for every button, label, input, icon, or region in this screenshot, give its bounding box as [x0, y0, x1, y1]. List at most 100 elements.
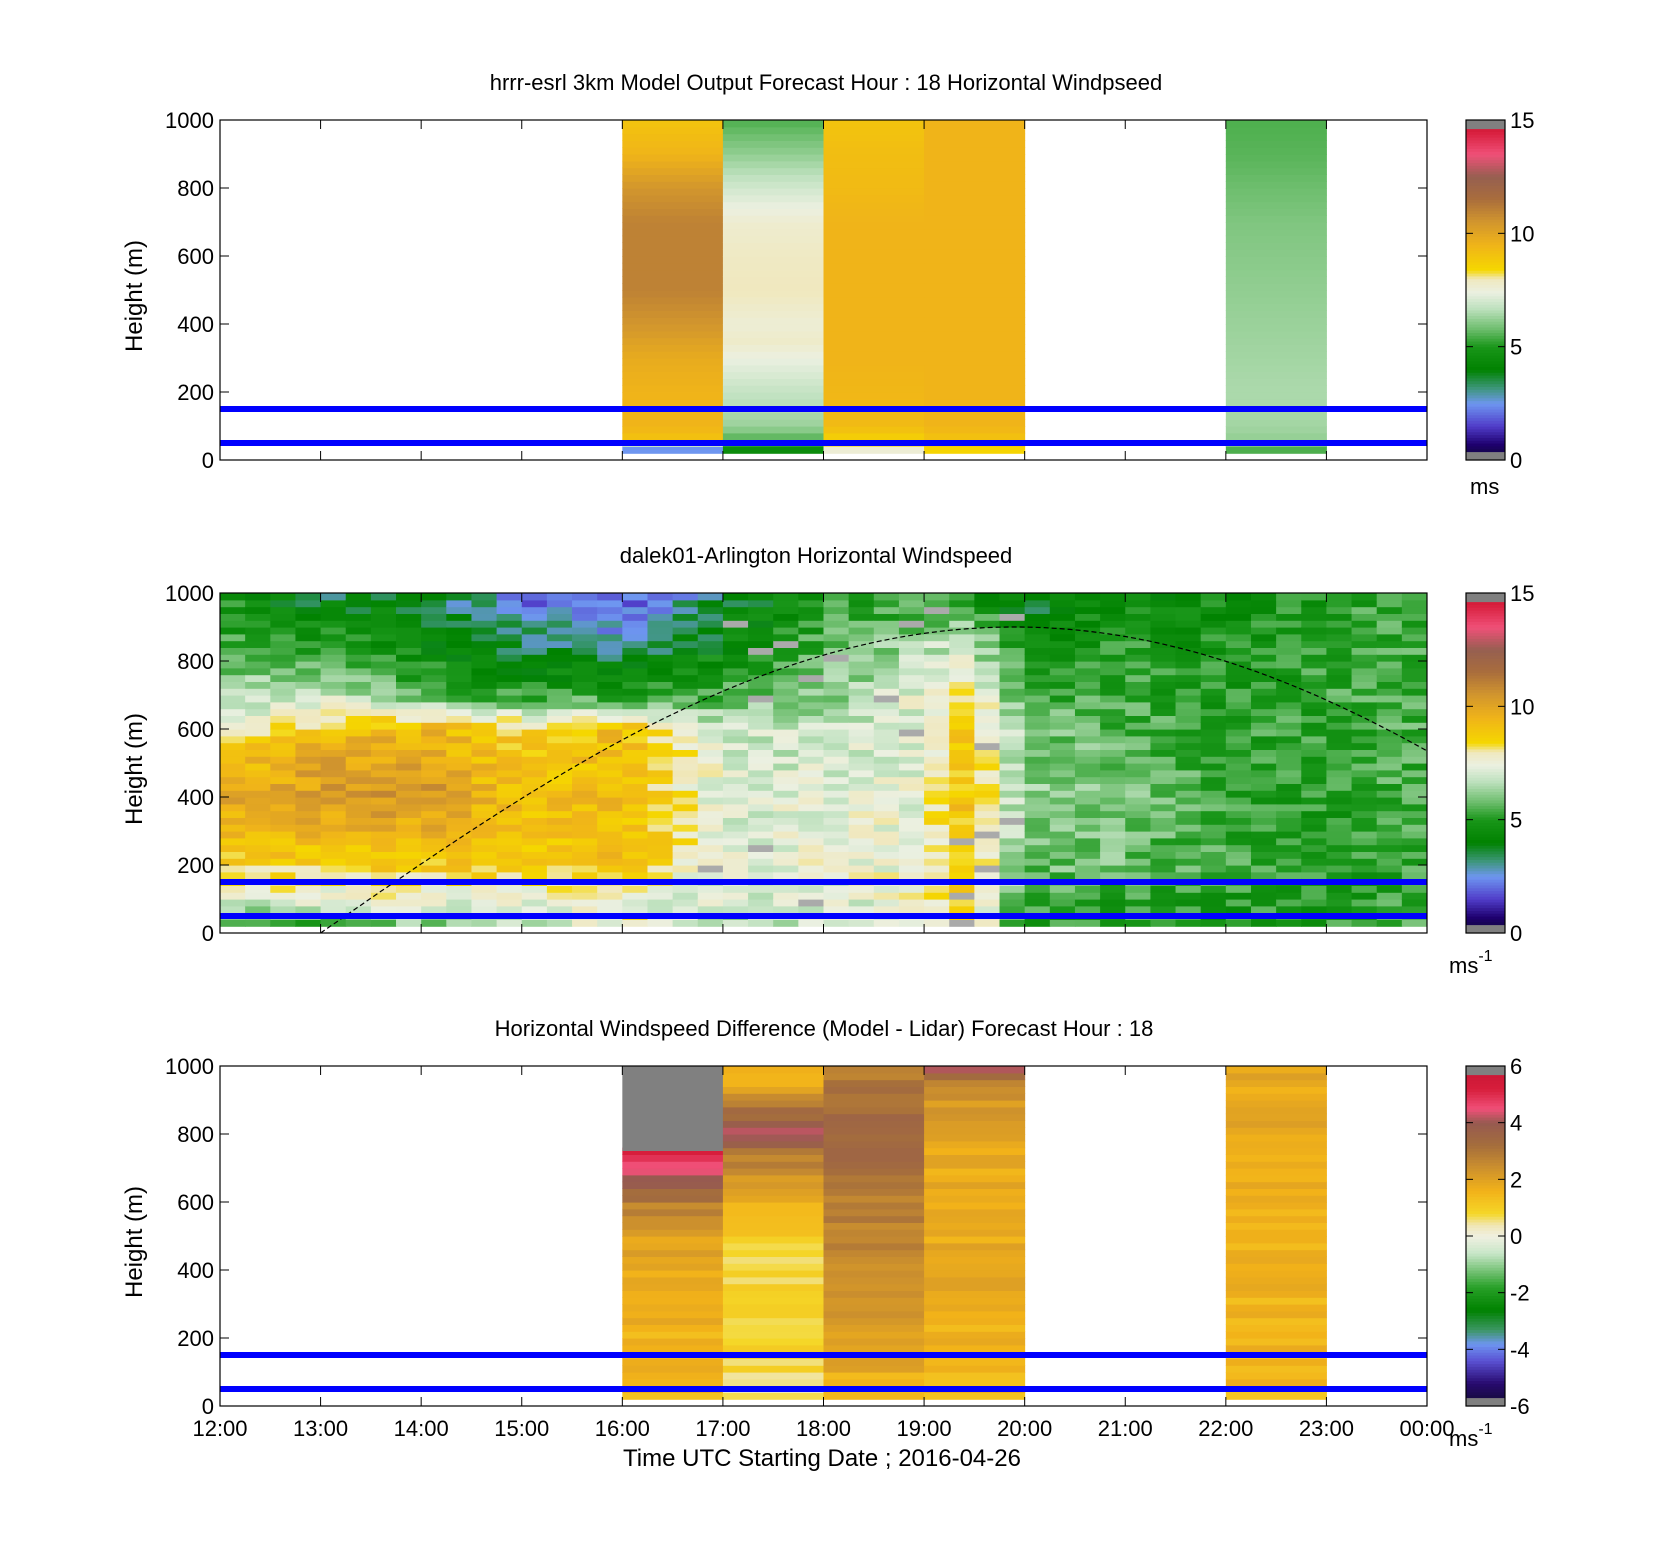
- lidar-cell: [672, 722, 699, 730]
- lidar-cell: [1326, 593, 1353, 601]
- lidar-cell: [1074, 593, 1101, 601]
- lidar-cell: [396, 742, 422, 750]
- lidar-cell: [220, 899, 246, 907]
- lidar-cell: [622, 858, 648, 866]
- lidar-cell: [1150, 749, 1177, 757]
- lidar-cell: [1049, 899, 1076, 907]
- colorbar-tick-label: 0: [1510, 448, 1522, 473]
- lidar-cell: [421, 885, 447, 893]
- lidar-cell: [798, 729, 824, 737]
- lidar-cell: [396, 674, 422, 682]
- data-cell: [622, 228, 724, 237]
- lidar-cell: [672, 599, 699, 608]
- lidar-cell: [823, 899, 850, 907]
- lidar-cell: [572, 742, 598, 750]
- lidar-cell: [496, 722, 523, 730]
- lidar-cell: [1150, 715, 1177, 723]
- lidar-cell: [1225, 749, 1252, 757]
- lidar-cell: [320, 905, 347, 914]
- colorbar-segment: [1466, 389, 1505, 393]
- lidar-cell: [270, 831, 296, 839]
- lidar-cell: [1175, 681, 1202, 689]
- lidar-cell: [1225, 735, 1252, 744]
- lidar-cell: [823, 817, 850, 825]
- data-cell: [1225, 1168, 1327, 1176]
- lidar-cell: [546, 851, 573, 859]
- lidar-cell: [798, 681, 824, 689]
- lidar-cell: [1074, 871, 1101, 880]
- lidar-cell: [823, 654, 850, 662]
- lidar-cell: [722, 647, 749, 655]
- lidar-cell: [748, 695, 774, 703]
- lidar-cell: [873, 661, 900, 669]
- lidar-cell: [1301, 817, 1327, 825]
- lidar-cell: [924, 871, 950, 880]
- lidar-cell: [320, 654, 347, 662]
- data-cell: [722, 364, 824, 373]
- lidar-cell: [1250, 783, 1277, 791]
- lidar-cell: [672, 776, 699, 784]
- lidar-cell: [496, 865, 523, 873]
- lidar-cell: [345, 851, 372, 859]
- colorbar-segment: [1466, 1233, 1505, 1237]
- lidar-cell: [471, 701, 498, 710]
- data-cell: [1225, 249, 1327, 257]
- lidar-cell: [647, 742, 674, 750]
- lidar-cell: [1175, 919, 1202, 927]
- lidar-cell: [622, 824, 648, 832]
- data-cell: [823, 126, 925, 135]
- lidar-cell: [1376, 899, 1403, 907]
- lidar-cell: [345, 722, 372, 730]
- lidar-cell: [873, 865, 900, 873]
- x-tick-label: 12:00: [192, 1416, 247, 1441]
- colorbar-segment: [1466, 893, 1505, 897]
- colorbar-segment: [1466, 414, 1505, 419]
- lidar-cell: [597, 817, 623, 825]
- lidar-cell: [974, 763, 1001, 771]
- lidar-cell: [421, 810, 447, 818]
- lidar-cell: [471, 824, 498, 832]
- lidar-cell: [597, 783, 623, 791]
- lidar-cell: [270, 647, 296, 655]
- lidar-cell: [471, 647, 498, 655]
- lidar-cell: [898, 729, 925, 737]
- lidar-cell: [1351, 681, 1378, 689]
- lidar-cell: [446, 851, 472, 859]
- lidar-cell: [1351, 695, 1378, 703]
- lidar-cell: [446, 640, 472, 648]
- lidar-cell: [1125, 851, 1151, 859]
- lidar-cell: [597, 892, 623, 900]
- lidar-cell: [722, 865, 749, 873]
- lidar-cell: [1376, 654, 1403, 662]
- lidar-cell: [1276, 871, 1302, 880]
- data-cell: [823, 364, 925, 373]
- colorbar-segment: [1466, 669, 1505, 673]
- lidar-cell: [396, 749, 422, 757]
- lidar-cell: [546, 797, 573, 805]
- lidar-cell: [572, 831, 598, 839]
- lidar-cell: [647, 858, 674, 866]
- data-cell: [722, 1229, 824, 1237]
- data-cell: [823, 1072, 925, 1081]
- lidar-cell: [1376, 871, 1403, 880]
- colorbar-segment: [1466, 1321, 1505, 1325]
- data-cell: [722, 269, 824, 277]
- lidar-cell: [270, 715, 296, 723]
- lidar-cell: [647, 885, 674, 893]
- lidar-cell: [1250, 647, 1277, 655]
- lidar-cell: [924, 742, 950, 750]
- lidar-cell: [546, 837, 573, 846]
- data-cell: [924, 1154, 1026, 1162]
- lidar-cell: [471, 892, 498, 900]
- data-column: [924, 1066, 1026, 1400]
- lidar-cell: [1125, 722, 1151, 730]
- lidar-cell: [622, 640, 648, 648]
- lidar-cell: [1401, 803, 1428, 812]
- lidar-cell: [320, 919, 347, 927]
- lidar-cell: [1049, 729, 1076, 737]
- y-tick-label: 600: [177, 1190, 214, 1215]
- lidar-cell: [1125, 633, 1151, 642]
- lidar-cell: [1250, 708, 1277, 716]
- lidar-cell: [798, 620, 824, 628]
- lidar-cell: [1100, 708, 1126, 716]
